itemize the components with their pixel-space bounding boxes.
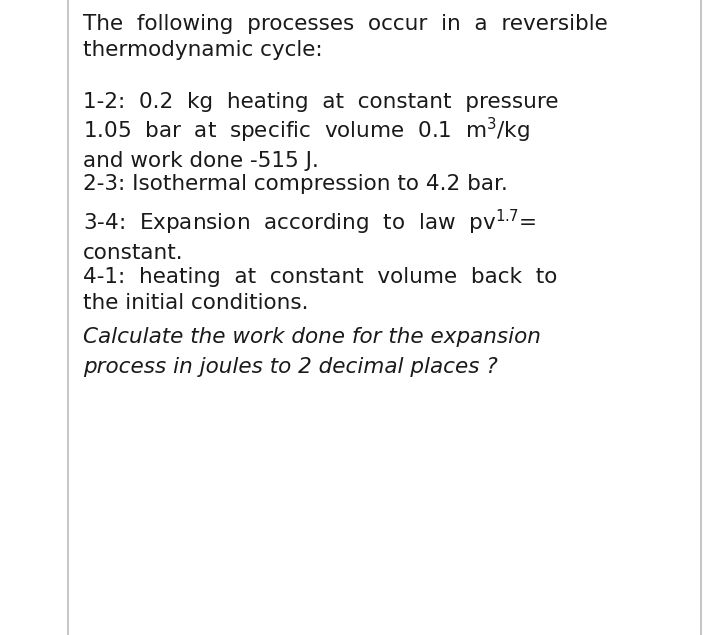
Text: and work done -515 J.: and work done -515 J. (83, 151, 319, 171)
Text: The  following  processes  occur  in  a  reversible: The following processes occur in a rever… (83, 15, 608, 34)
Text: process in joules to 2 decimal places ?: process in joules to 2 decimal places ? (83, 357, 498, 377)
Text: 1.05  bar  at  specific  volume  0.1  m$^3$/kg: 1.05 bar at specific volume 0.1 m$^3$/kg (83, 116, 530, 145)
Text: the initial conditions.: the initial conditions. (83, 293, 308, 313)
Text: 3-4:  Expansion  according  to  law  pv$^{1.7}$=: 3-4: Expansion according to law pv$^{1.7… (83, 208, 536, 237)
Text: 4-1:  heating  at  constant  volume  back  to: 4-1: heating at constant volume back to (83, 267, 557, 287)
Text: constant.: constant. (83, 243, 183, 263)
Text: thermodynamic cycle:: thermodynamic cycle: (83, 40, 322, 60)
Text: 2-3: Isothermal compression to 4.2 bar.: 2-3: Isothermal compression to 4.2 bar. (83, 175, 508, 194)
Text: Calculate the work done for the expansion: Calculate the work done for the expansio… (83, 327, 541, 347)
Text: 1-2:  0.2  kg  heating  at  constant  pressure: 1-2: 0.2 kg heating at constant pressure (83, 92, 558, 112)
